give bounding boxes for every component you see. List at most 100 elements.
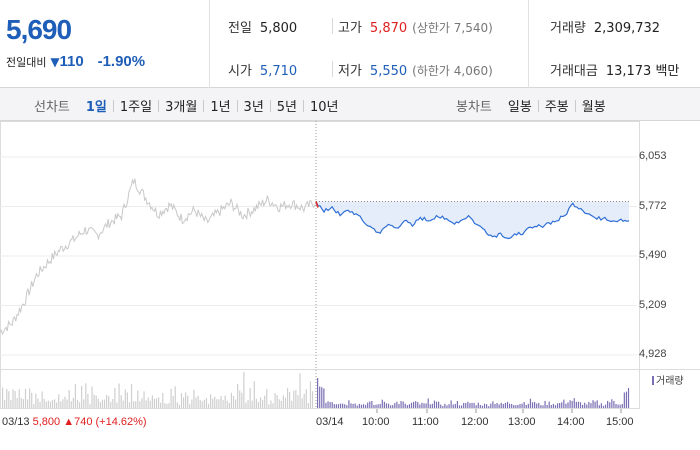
volume-bar-today	[561, 402, 563, 408]
volume-bar-prev	[99, 401, 101, 408]
volume-bar-today	[567, 402, 569, 408]
volume-bar-today	[473, 402, 475, 408]
y-tick-label: 5,209	[639, 298, 667, 311]
volume-bar-prev	[108, 396, 110, 408]
volume-bar-prev	[155, 398, 158, 408]
volume-bar-prev	[106, 394, 108, 408]
volume-bar-prev	[112, 399, 114, 408]
volume-bar-today	[486, 404, 488, 408]
intraday-chart[interactable]: 6,053 5,772 5,490 5,209 4,928 03/14 10:00 11:0…	[0, 121, 700, 450]
volume-bar-today	[600, 403, 602, 408]
period-tab-0[interactable]: 1일	[85, 100, 107, 115]
current-price: 5,690	[6, 14, 72, 45]
volume-bar-prev	[162, 392, 164, 408]
volume-bar-today	[371, 401, 373, 408]
volume-bar-today	[506, 401, 509, 408]
period-tab-2[interactable]: 3개월	[165, 100, 198, 115]
volume-bar-prev	[81, 385, 83, 408]
change-label: 전일대비	[6, 56, 47, 69]
volume-bar-today	[337, 404, 340, 408]
volume-bar-today	[412, 401, 415, 408]
volume-bar-today	[525, 404, 527, 408]
plot-frame	[0, 121, 640, 370]
volume-bar-prev	[166, 403, 168, 408]
volume-bar-prev	[20, 398, 22, 408]
volume-bar-today	[421, 402, 423, 408]
volume-bar-prev	[124, 389, 126, 408]
volume-bar-prev	[226, 400, 228, 408]
chart-canvas[interactable]	[0, 121, 700, 450]
volume-bar-today	[425, 403, 427, 408]
prev-day-line	[0, 178, 317, 336]
volume-bar-prev	[76, 399, 79, 408]
price-header: 5,690 전일대비 ▼110 -1.90% 전일 5,800 고가 5,870 (상…	[0, 0, 700, 88]
volume-bar-today	[429, 404, 431, 408]
volume-bar-prev	[168, 403, 170, 408]
volume-bar-today	[477, 402, 479, 408]
volume-bar-today	[404, 403, 406, 408]
toolbar-divider	[112, 100, 114, 112]
volume-bar-today	[586, 404, 588, 408]
volume-bar-prev	[303, 393, 305, 408]
volume-bar-today	[317, 378, 319, 408]
volume-bar-today	[590, 403, 592, 408]
volume-bar-prev	[143, 391, 145, 408]
volume-bar-prev	[12, 389, 14, 408]
period-tab-3[interactable]: 1년	[210, 100, 231, 115]
volume-bar-today	[588, 401, 590, 408]
volume-bar-prev	[26, 399, 29, 408]
volume-bar-today	[364, 404, 367, 408]
volume-bar-today	[392, 405, 394, 408]
candle-tab-1[interactable]: 주봉	[544, 100, 569, 115]
volume-bar-prev	[101, 399, 104, 408]
period-tab-4[interactable]: 3년	[243, 100, 264, 115]
y-tick-label: 5,772	[639, 199, 667, 212]
volume-bar-prev	[170, 388, 172, 408]
volume-bar-today	[490, 403, 492, 408]
volume-bar-prev	[274, 393, 276, 408]
volume-bar-prev	[128, 402, 131, 408]
volume-bar-prev	[280, 400, 282, 408]
volume-bar-prev	[120, 395, 122, 408]
volume-bar-prev	[187, 395, 189, 408]
volume-bar-today	[582, 404, 584, 408]
lower-limit: (하한가 4,060)	[412, 64, 493, 78]
toolbar-divider	[537, 100, 539, 112]
period-tab-6[interactable]: 10년	[310, 100, 339, 115]
volume-bar-prev	[270, 400, 272, 408]
x-tick-label: 03/14	[316, 416, 344, 428]
prev-day-rate: (+14.62%)	[95, 416, 147, 428]
volume-bar-today	[448, 404, 450, 408]
volume-bar-today	[625, 391, 628, 408]
volume-bar-today	[517, 404, 519, 408]
volume-bar-prev	[60, 401, 62, 408]
volume-bar-prev	[291, 400, 293, 408]
volume-bar-prev	[14, 390, 16, 408]
change-amount: 110	[59, 53, 84, 70]
volume-bar-prev	[62, 399, 64, 408]
volume-bar-prev	[16, 398, 18, 408]
volume-bar-today	[325, 402, 327, 408]
volume-bar-prev	[47, 400, 49, 408]
volume-bar-prev	[193, 389, 195, 408]
period-tab-5[interactable]: 5년	[276, 100, 298, 115]
x-tick-label: 11:00	[412, 416, 439, 428]
volume-bar-prev	[35, 393, 37, 408]
volume-bar-today	[342, 403, 344, 408]
stat-value: 2,309,732	[593, 21, 661, 36]
candle-tab-0[interactable]: 일봉	[507, 100, 532, 115]
volume-bar-prev	[212, 398, 214, 408]
volume-swatch	[652, 376, 654, 385]
volume-bar-prev	[49, 401, 52, 408]
candle-tab-2[interactable]: 월봉	[581, 100, 606, 115]
stat-high: 고가 5,870 (상한가 7,540)	[338, 17, 493, 36]
volume-bar-prev	[172, 396, 174, 408]
volume-bar-today	[548, 401, 550, 408]
volume-bar-today	[350, 403, 352, 408]
volume-bar-prev	[18, 389, 20, 408]
volume-bar-today	[385, 403, 388, 408]
volume-bar-today	[488, 406, 490, 408]
volume-bar-today	[381, 399, 383, 408]
volume-bar-prev	[116, 402, 118, 408]
period-tab-1[interactable]: 1주일	[119, 100, 153, 115]
